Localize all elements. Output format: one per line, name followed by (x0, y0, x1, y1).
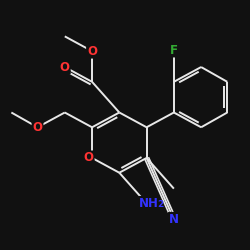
Text: O: O (87, 45, 97, 58)
Text: F: F (170, 44, 178, 57)
Text: O: O (84, 152, 94, 164)
Text: O: O (60, 60, 70, 74)
Text: 2: 2 (158, 200, 164, 209)
Text: N: N (169, 213, 179, 226)
Text: O: O (32, 121, 42, 134)
Text: NH: NH (139, 197, 159, 210)
